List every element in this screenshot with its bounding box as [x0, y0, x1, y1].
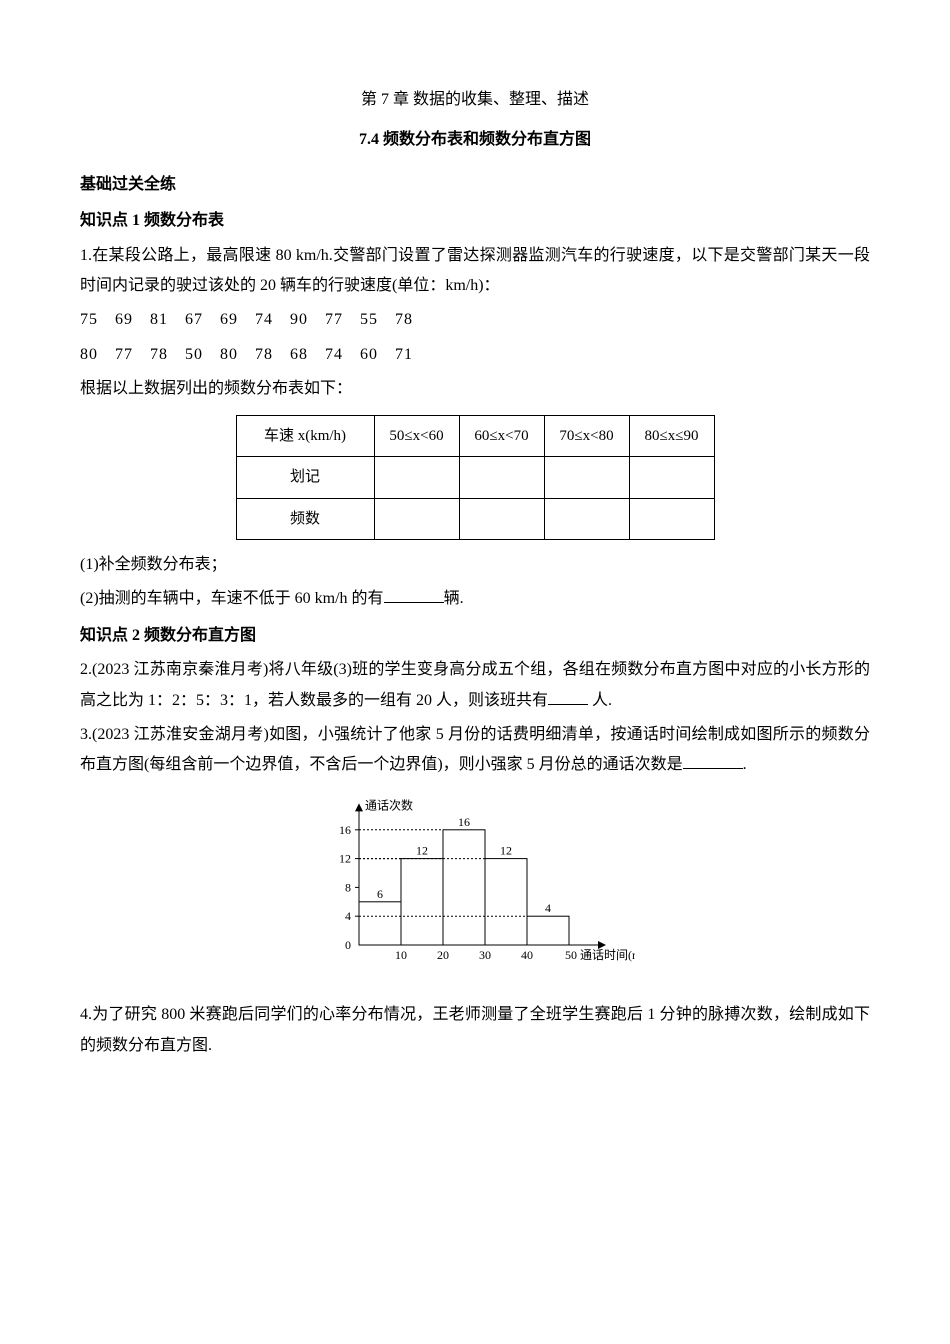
q1-sub1: (1)补全频数分布表；: [80, 550, 870, 580]
section-title: 7.4 频数分布表和频数分布直方图: [80, 125, 870, 155]
svg-text:4: 4: [345, 909, 351, 923]
svg-text:16: 16: [339, 823, 351, 837]
table-cell-empty: [459, 498, 544, 540]
table-header-range: 70≤x<80: [544, 415, 629, 457]
svg-text:20: 20: [437, 948, 449, 962]
q3-text-a: 3.(2023 江苏淮安金湖月考)如图，小强统计了他家 5 月份的话费明细清单，…: [80, 726, 870, 773]
svg-text:12: 12: [416, 843, 428, 857]
q1-sub2: (2)抽测的车辆中，车速不低于 60 km/h 的有 辆.: [80, 584, 870, 614]
svg-text:12: 12: [500, 843, 512, 857]
table-row: 车速 x(km/h) 50≤x<60 60≤x<70 70≤x<80 80≤x≤…: [236, 415, 714, 457]
svg-text:10: 10: [395, 948, 407, 962]
svg-text:6: 6: [377, 887, 383, 901]
q1-intro: 1.在某段公路上，最高限速 80 km/h.交警部门设置了雷达探测器监测汽车的行…: [80, 241, 870, 302]
svg-text:50 通话时间(min): 50 通话时间(min): [565, 948, 635, 962]
svg-text:0: 0: [345, 938, 351, 952]
svg-text:40: 40: [521, 948, 533, 962]
svg-text:8: 8: [345, 880, 351, 894]
knowledge-point-1: 知识点 1 频数分布表: [80, 206, 870, 236]
svg-text:通话次数: 通话次数: [365, 797, 413, 812]
table-cell-empty: [629, 457, 714, 499]
q1-sub2-text-b: 辆.: [444, 590, 464, 607]
q1-data-row-2: 80 77 78 50 80 78 68 74 60 71: [80, 340, 870, 370]
q2: 2.(2023 江苏南京秦淮月考)将八年级(3)班的学生变身高分成五个组，各组在…: [80, 655, 870, 716]
table-header-range: 50≤x<60: [374, 415, 459, 457]
svg-text:16: 16: [458, 815, 470, 829]
table-cell-empty: [544, 457, 629, 499]
q1-sub2-text-a: (2)抽测的车辆中，车速不低于 60 km/h 的有: [80, 590, 384, 607]
table-cell-empty: [459, 457, 544, 499]
table-row-label: 划记: [236, 457, 374, 499]
q3-text-b: .: [743, 756, 747, 773]
knowledge-point-2: 知识点 2 频数分布直方图: [80, 621, 870, 651]
histogram-chart: 0 4 8 12 16 6 12 16 12 4 10 20 30 40 50 通话时间(min) 通话次数: [80, 795, 870, 986]
q1-table-intro: 根据以上数据列出的频数分布表如下：: [80, 374, 870, 404]
table-header-label: 车速 x(km/h): [236, 415, 374, 457]
histogram-svg: 0 4 8 12 16 6 12 16 12 4 10 20 30 40 50 通话时间(min) 通话次数: [315, 795, 635, 975]
q3: 3.(2023 江苏淮安金湖月考)如图，小强统计了他家 5 月份的话费明细清单，…: [80, 720, 870, 781]
table-header-range: 80≤x≤90: [629, 415, 714, 457]
q2-text-a: 2.(2023 江苏南京秦淮月考)将八年级(3)班的学生变身高分成五个组，各组在…: [80, 661, 870, 708]
q4: 4.为了研究 800 米赛跑后同学们的心率分布情况，王老师测量了全班学生赛跑后 …: [80, 1000, 870, 1061]
q1-data-row-1: 75 69 81 67 69 74 90 77 55 78: [80, 305, 870, 335]
table-cell-empty: [629, 498, 714, 540]
frequency-table: 车速 x(km/h) 50≤x<60 60≤x<70 70≤x<80 80≤x≤…: [236, 415, 715, 541]
table-row-label: 频数: [236, 498, 374, 540]
table-row: 划记: [236, 457, 714, 499]
table-row: 频数: [236, 498, 714, 540]
fill-blank: [683, 753, 743, 769]
q2-text-b: 人.: [592, 692, 612, 709]
basic-heading: 基础过关全练: [80, 170, 870, 200]
svg-text:30: 30: [479, 948, 491, 962]
svg-text:12: 12: [339, 851, 351, 865]
table-cell-empty: [544, 498, 629, 540]
table-cell-empty: [374, 457, 459, 499]
chapter-title: 第 7 章 数据的收集、整理、描述: [80, 85, 870, 115]
table-cell-empty: [374, 498, 459, 540]
fill-blank: [384, 587, 444, 603]
fill-blank: [548, 689, 588, 705]
table-header-range: 60≤x<70: [459, 415, 544, 457]
svg-text:4: 4: [545, 901, 551, 915]
